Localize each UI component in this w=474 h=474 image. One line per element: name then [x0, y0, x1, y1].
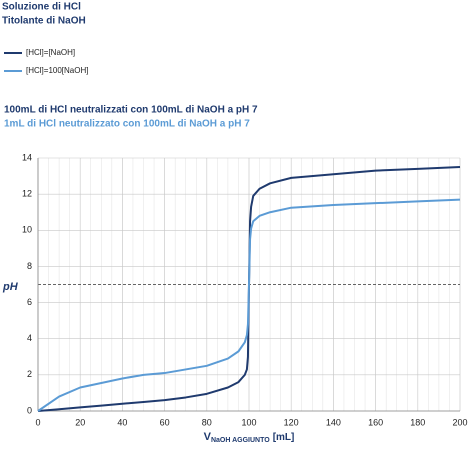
legend-label: [HCl]=[NaOH]	[26, 48, 75, 57]
x-tick-label: 40	[117, 417, 127, 427]
x-tick-label: 0	[35, 417, 40, 427]
data-line	[37, 166, 461, 412]
x-tick-label: 20	[75, 417, 85, 427]
y-tick-label: 6	[27, 297, 32, 307]
annotation: 100mL di HCl neutralizzati con 100mL di …	[4, 105, 258, 116]
x-label-unit: [mL]	[273, 432, 295, 443]
data-line	[37, 198, 461, 412]
x-axis-label: VNaOH AGGIUNTO [mL]	[204, 431, 295, 444]
x-tick-label: 120	[284, 417, 299, 427]
y-tick-label: 2	[27, 369, 32, 379]
x-tick-label: 200	[452, 417, 467, 427]
y-axis-label: pH	[2, 281, 19, 293]
x-tick-label: 80	[202, 417, 212, 427]
chart-subtitle: Titolante di NaOH	[2, 16, 86, 27]
y-tick-label: 12	[22, 189, 32, 199]
y-tick-label: 14	[22, 152, 32, 162]
x-tick-label: 140	[326, 417, 341, 427]
y-tick-label: 8	[27, 261, 32, 271]
x-tick-label: 180	[410, 417, 425, 427]
x-tick-label: 100	[241, 417, 256, 427]
x-tick-label: 160	[368, 417, 383, 427]
x-label-sub: NaOH AGGIUNTO	[211, 437, 270, 444]
y-tick-label: 0	[27, 405, 32, 415]
legend-label: [HCl]=100[NaOH]	[26, 66, 88, 75]
chart-title: Soluzione di HCl	[2, 2, 81, 13]
annotation: 1mL di HCl neutralizzato con 100mL di Na…	[4, 119, 250, 130]
x-label-main: V	[204, 431, 212, 443]
y-tick-label: 10	[22, 225, 32, 235]
y-tick-label: 4	[27, 333, 32, 343]
x-tick-label: 60	[160, 417, 170, 427]
